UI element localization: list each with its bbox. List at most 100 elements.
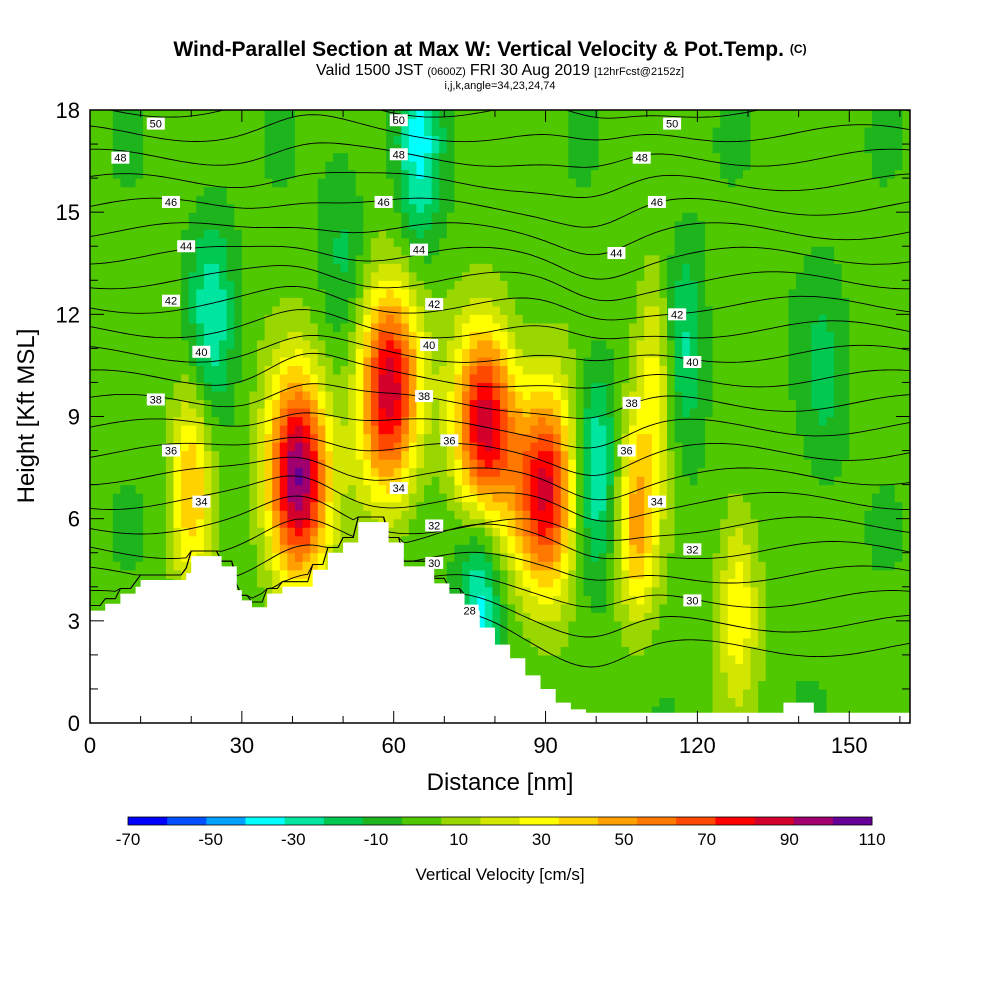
- velocity-cell: [287, 212, 296, 222]
- velocity-cell: [431, 331, 440, 341]
- velocity-cell: [393, 433, 402, 443]
- velocity-cell: [545, 161, 554, 171]
- velocity-cell: [386, 305, 395, 315]
- velocity-cell: [249, 331, 258, 341]
- velocity-cell: [393, 510, 402, 520]
- velocity-cell: [272, 161, 281, 171]
- velocity-cell: [515, 416, 524, 426]
- velocity-cell: [454, 127, 463, 137]
- velocity-cell: [173, 518, 182, 528]
- velocity-cell: [431, 407, 440, 418]
- velocity-cell: [408, 348, 418, 358]
- velocity-cell: [416, 254, 425, 264]
- velocity-cell: [325, 144, 334, 154]
- velocity-cell: [97, 263, 106, 273]
- velocity-cell: [127, 416, 137, 426]
- velocity-cell: [613, 663, 623, 673]
- velocity-cell: [211, 484, 220, 494]
- velocity-cell: [507, 569, 516, 579]
- velocity-cell: [264, 425, 273, 435]
- velocity-cell: [537, 288, 547, 298]
- velocity-cell: [211, 297, 220, 307]
- velocity-cell: [545, 442, 554, 452]
- velocity-cell: [173, 322, 182, 332]
- velocity-cell: [545, 314, 554, 324]
- velocity-cell: [386, 161, 395, 171]
- velocity-cell: [173, 263, 182, 273]
- velocity-cell: [325, 399, 334, 409]
- velocity-cell: [553, 339, 562, 349]
- velocity-cell: [340, 373, 349, 384]
- velocity-cell: [439, 110, 448, 120]
- velocity-cell: [234, 229, 243, 239]
- velocity-cell: [598, 620, 607, 630]
- velocity-cell: [340, 442, 349, 452]
- velocity-cell: [340, 195, 349, 205]
- velocity-cell: [302, 186, 311, 196]
- velocity-cell: [112, 552, 121, 562]
- velocity-cell: [143, 169, 152, 179]
- velocity-cell: [120, 425, 129, 435]
- velocity-cell: [462, 407, 471, 418]
- velocity-cell: [158, 186, 167, 196]
- velocity-cell: [553, 459, 562, 469]
- velocity-cell: [598, 518, 607, 528]
- velocity-cell: [287, 425, 296, 435]
- velocity-cell: [583, 127, 592, 137]
- velocity-cell: [310, 135, 319, 145]
- velocity-cell: [591, 705, 600, 716]
- velocity-cell: [348, 390, 357, 401]
- velocity-cell: [598, 407, 607, 418]
- velocity-cell: [606, 450, 615, 460]
- velocity-cell: [219, 169, 228, 179]
- velocity-cell: [560, 169, 569, 179]
- velocity-cell: [500, 229, 509, 239]
- velocity-cell: [249, 459, 258, 469]
- velocity-cell: [295, 518, 304, 528]
- velocity-cell: [211, 322, 220, 332]
- velocity-cell: [469, 356, 478, 367]
- velocity-cell: [158, 127, 167, 137]
- velocity-cell: [591, 688, 600, 699]
- velocity-cell: [492, 280, 501, 290]
- velocity-cell: [188, 442, 197, 452]
- velocity-cell: [545, 680, 554, 690]
- velocity-cell: [241, 518, 251, 528]
- velocity-cell: [553, 510, 562, 520]
- velocity-cell: [484, 314, 493, 324]
- velocity-cell: [249, 135, 258, 145]
- velocity-cell: [196, 535, 205, 545]
- velocity-cell: [355, 331, 364, 341]
- velocity-cell: [279, 305, 288, 315]
- velocity-cell: [90, 476, 99, 486]
- velocity-cell: [500, 237, 509, 247]
- velocity-cell: [158, 527, 167, 537]
- velocity-cell: [97, 586, 106, 596]
- velocity-cell: [598, 663, 607, 673]
- velocity-cell: [500, 246, 509, 256]
- velocity-cell: [143, 288, 152, 298]
- velocity-cell: [97, 459, 106, 469]
- velocity-cell: [606, 212, 615, 222]
- velocity-cell: [484, 399, 493, 409]
- velocity-cell: [439, 186, 448, 196]
- velocity-cell: [295, 314, 304, 324]
- velocity-cell: [158, 220, 167, 230]
- velocity-cell: [295, 569, 304, 579]
- velocity-cell: [97, 382, 106, 392]
- velocity-cell: [317, 127, 326, 137]
- velocity-cell: [165, 484, 175, 494]
- velocity-cell: [264, 433, 273, 443]
- velocity-cell: [515, 544, 524, 554]
- velocity-cell: [469, 382, 478, 392]
- velocity-cell: [143, 459, 152, 469]
- velocity-cell: [484, 237, 493, 247]
- velocity-cell: [492, 586, 501, 596]
- velocity-cell: [477, 467, 486, 477]
- velocity-cell: [317, 135, 326, 145]
- velocity-cell: [583, 399, 592, 409]
- velocity-cell: [272, 144, 281, 154]
- velocity-cell: [484, 450, 493, 460]
- velocity-cell: [568, 373, 577, 384]
- velocity-cell: [105, 510, 114, 520]
